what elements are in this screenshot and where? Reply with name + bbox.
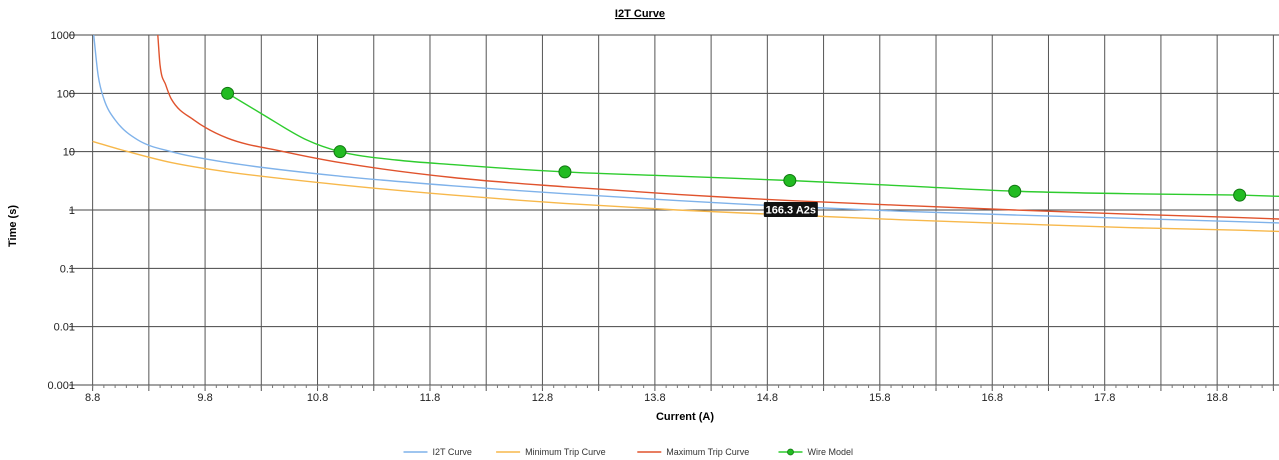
legend-label: Maximum Trip Curve [666,447,749,457]
legend[interactable]: I2T Curve Minimum Trip Curve Maximum Trip … [403,447,854,457]
series-markers [221,86,1247,202]
series-lines [92,34,1279,233]
x-axis-ticks: 8.8 9.8 10.8 11.8 12.8 13.8 14.8 15.8 16.8 17.8 18… [85,392,1228,404]
legend-label: Wire Model [808,447,854,457]
legend-item-maximum-trip-curve[interactable]: Maximum Trip Curve [637,447,749,457]
maximum-trip-curve-line [157,34,1279,220]
y-axis-ticks: 1000 100 10 1 0.1 0.01 0.001 [47,30,75,392]
x-tick-label: 8.8 [85,392,100,404]
wire-model-point [333,145,347,159]
legend-label: I2T Curve [433,447,472,457]
wire-model-point [1233,188,1247,202]
x-axis-title: Current (A) [656,411,714,423]
y-axis-title: Time (s) [7,205,19,247]
legend-item-i2t-curve[interactable]: I2T Curve [403,447,472,457]
y-tick-label: 0.001 [47,380,75,392]
annotation-label: 166.3 A2s [766,205,816,217]
y-tick-label: 10 [63,147,75,159]
grid-lines [69,34,1279,391]
wire-model-point [558,165,572,179]
x-tick-label: 9.8 [197,392,212,404]
x-tick-label: 13.8 [644,392,665,404]
wire-model-point [783,174,797,188]
x-tick-label: 14.8 [757,392,778,404]
x-tick-label: 11.8 [420,392,441,404]
x-tick-label: 17.8 [1094,392,1115,404]
legend-item-minimum-trip-curve[interactable]: Minimum Trip Curve [496,447,606,457]
x-tick-label: 12.8 [532,392,553,404]
y-tick-label: 100 [57,88,75,100]
wire-model-point [221,86,235,100]
wire-model-line [227,92,1279,197]
wire-model-point [1008,184,1022,198]
y-tick-label: 1 [69,205,75,217]
y-tick-label: 0.1 [60,263,75,275]
x-tick-label: 18.8 [1206,392,1227,404]
annotation-box [763,202,818,217]
x-tick-label: 15.8 [869,392,890,404]
legend-item-wire-model[interactable]: Wire Model [778,447,854,457]
x-tick-label: 16.8 [982,392,1003,404]
tooltip-annotation: 166.3 A2s [763,202,818,217]
chart-title: I2T Curve [615,8,665,20]
legend-marker [787,448,794,456]
y-tick-label: 0.01 [54,322,75,334]
x-tick-label: 10.8 [307,392,328,404]
i2t-curve-line [93,34,1279,224]
y-tick-label: 1000 [51,30,75,42]
minimum-trip-curve-line [92,140,1279,233]
legend-label: Minimum Trip Curve [525,447,606,457]
